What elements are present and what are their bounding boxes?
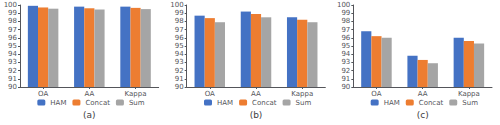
- svg-text:AA: AA: [84, 90, 94, 98]
- svg-text:91: 91: [175, 75, 184, 83]
- svg-text:92: 92: [341, 67, 350, 75]
- svg-text:100: 100: [4, 1, 17, 9]
- svg-text:Kappa: Kappa: [125, 90, 147, 98]
- svg-text:Kappa: Kappa: [458, 90, 480, 98]
- svg-text:HAM: HAM: [50, 99, 66, 107]
- svg-text:94: 94: [341, 50, 350, 58]
- svg-text:Kappa: Kappa: [291, 90, 313, 98]
- svg-text:OA: OA: [371, 90, 381, 98]
- svg-text:90: 90: [8, 83, 17, 91]
- svg-text:96: 96: [341, 34, 350, 42]
- svg-text:94: 94: [8, 50, 17, 58]
- svg-text:(b): (b): [250, 110, 263, 120]
- svg-text:OA: OA: [205, 90, 215, 98]
- svg-text:Concat: Concat: [85, 99, 110, 107]
- svg-text:99: 99: [175, 9, 184, 17]
- svg-text:HAM: HAM: [217, 99, 233, 107]
- svg-text:99: 99: [341, 9, 350, 17]
- svg-text:93: 93: [341, 58, 350, 66]
- svg-text:Concat: Concat: [252, 99, 277, 107]
- svg-text:(c): (c): [417, 110, 429, 120]
- svg-text:AA: AA: [418, 90, 428, 98]
- svg-text:(a): (a): [83, 110, 96, 120]
- svg-text:98: 98: [8, 17, 17, 25]
- svg-text:100: 100: [170, 1, 183, 9]
- svg-text:92: 92: [8, 67, 17, 75]
- svg-text:97: 97: [8, 26, 17, 34]
- svg-text:OA: OA: [38, 90, 48, 98]
- svg-text:92: 92: [175, 67, 184, 75]
- svg-text:100: 100: [337, 1, 350, 9]
- svg-text:99: 99: [8, 9, 17, 17]
- svg-text:90: 90: [175, 83, 184, 91]
- svg-text:97: 97: [175, 26, 184, 34]
- svg-text:95: 95: [8, 42, 17, 50]
- svg-text:96: 96: [8, 34, 17, 42]
- svg-text:95: 95: [341, 42, 350, 50]
- svg-text:93: 93: [8, 58, 17, 66]
- svg-text:90: 90: [341, 83, 350, 91]
- svg-text:Sum: Sum: [296, 99, 312, 107]
- svg-text:95: 95: [175, 42, 184, 50]
- svg-text:Concat: Concat: [419, 99, 444, 107]
- svg-text:96: 96: [175, 34, 184, 42]
- svg-text:98: 98: [175, 17, 184, 25]
- svg-text:AA: AA: [251, 90, 261, 98]
- svg-text:91: 91: [8, 75, 17, 83]
- svg-text:91: 91: [341, 75, 350, 83]
- svg-text:94: 94: [175, 50, 184, 58]
- svg-text:Sum: Sum: [129, 99, 145, 107]
- svg-text:97: 97: [341, 26, 350, 34]
- svg-text:98: 98: [341, 17, 350, 25]
- svg-text:Sum: Sum: [462, 99, 478, 107]
- svg-text:HAM: HAM: [384, 99, 400, 107]
- svg-text:93: 93: [175, 58, 184, 66]
